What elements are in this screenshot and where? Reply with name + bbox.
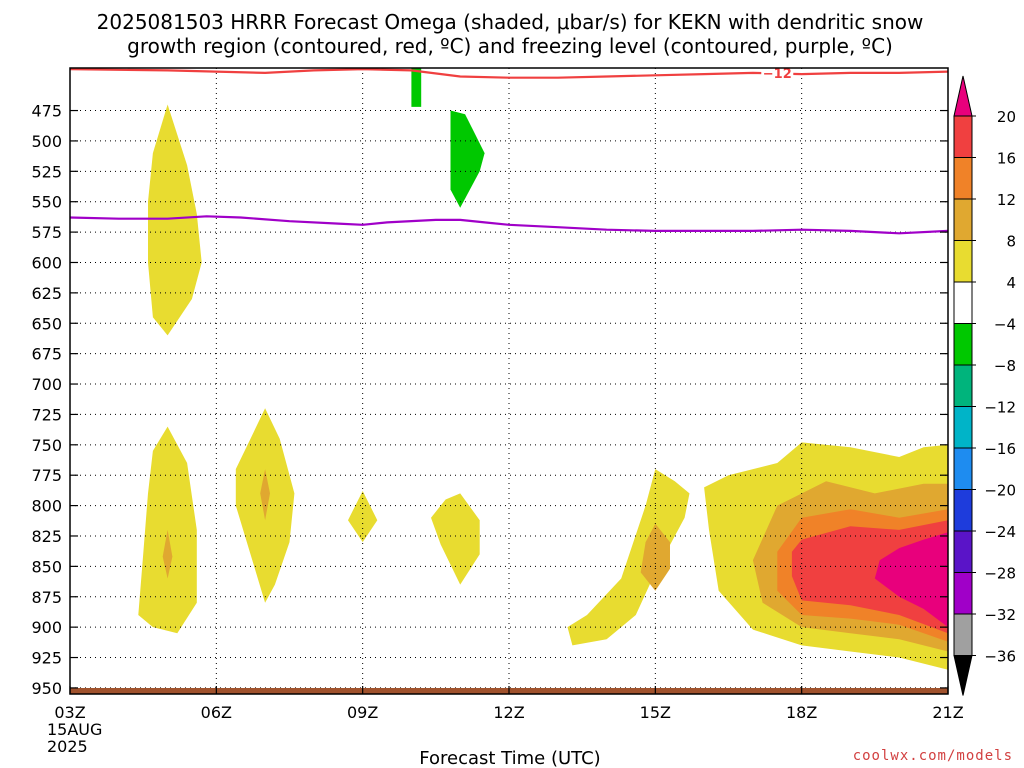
y-tick-label-11: 750 <box>31 436 62 455</box>
x-tick-label-4: 15Z <box>640 703 671 722</box>
colorbar-label-13: −36 <box>984 648 1016 666</box>
y-tick-label-15: 850 <box>31 557 62 576</box>
omega-region-0 <box>148 104 202 336</box>
colorbar-label-10: −24 <box>984 523 1016 541</box>
y-tick-label-6: 625 <box>31 284 62 303</box>
y-tick-label-16: 875 <box>31 588 62 607</box>
colorbar-label-11: −28 <box>984 565 1016 583</box>
colorbar-label-5: −4 <box>994 316 1016 334</box>
x-tick-label-1: 06Z <box>201 703 232 722</box>
omega-region-2 <box>450 110 485 208</box>
omega-region-6 <box>260 469 270 521</box>
x-start-date-year: 2025 <box>47 737 88 756</box>
colorbar-label-4: 4 <box>1006 274 1016 292</box>
x-start-date-day: 15AUG <box>47 720 102 739</box>
contour-label-bg-0 <box>761 65 794 80</box>
colorbar-swatch-9 <box>953 447 973 490</box>
x-axis: 03Z 06Z 09Z 12Z 15Z 18Z 21Z <box>54 686 964 722</box>
colorbar-swatch-1 <box>953 115 973 158</box>
colorbar-swatch-12 <box>953 572 973 615</box>
y-tick-label-10: 725 <box>31 405 62 424</box>
shading-layer <box>138 68 948 670</box>
contour-line-1 <box>69 215 949 235</box>
colorbar-label-9: −20 <box>984 482 1016 500</box>
colorbar-swatch-6 <box>953 323 973 366</box>
omega-region-15 <box>874 532 948 628</box>
omega-region-9 <box>567 469 690 646</box>
y-tick-label-7: 650 <box>31 314 62 333</box>
y-tick-label-12: 775 <box>31 466 62 485</box>
colorbar-bottom-arrow <box>953 655 973 696</box>
y-tick-label-18: 925 <box>31 649 62 668</box>
omega-region-10 <box>640 523 670 591</box>
y-tick-label-2: 525 <box>31 162 62 181</box>
chart-title-line1: 2025081503 HRRR Forecast Omega (shaded, … <box>97 10 924 34</box>
contour-label-0: −12 <box>763 67 792 82</box>
y-tick-label-14: 825 <box>31 527 62 546</box>
contour-line-0 <box>69 68 949 79</box>
colorbar-swatch-10 <box>953 489 973 532</box>
colorbar-label-1: 16 <box>997 150 1016 168</box>
x-tick-label-5: 18Z <box>786 703 817 722</box>
colorbar-label-8: −16 <box>984 440 1016 458</box>
colorbar-label-2: 12 <box>997 191 1016 209</box>
y-tick-label-5: 600 <box>31 253 62 272</box>
y-tick-label-0: 475 <box>31 102 62 121</box>
colorbar-swatch-8 <box>953 406 973 449</box>
colorbar-swatch-5 <box>953 281 973 324</box>
colorbar-label-6: −8 <box>994 357 1016 375</box>
omega-region-7 <box>348 491 378 543</box>
colorbar: 20 16 12 8 4 −4 −8 −12 −16 −20 −24 −28 −32 −36 <box>953 75 1016 696</box>
omega-region-1 <box>411 68 422 107</box>
x-tick-label-0: 03Z <box>54 703 85 722</box>
x-tick-label-6: 21Z <box>932 703 963 722</box>
y-axis: 475 500 525 550 575 600 625 650 675 700 725 750 775 8… <box>31 102 948 698</box>
y-tick-label-4: 575 <box>31 223 62 242</box>
colorbar-label-12: −32 <box>984 606 1016 624</box>
colorbar-swatch-13 <box>953 613 973 656</box>
x-tick-label-2: 09Z <box>347 703 378 722</box>
colorbar-label-3: 8 <box>1006 233 1016 251</box>
colorbar-swatch-3 <box>953 198 973 241</box>
colorbar-label-0: 20 <box>997 108 1016 126</box>
colorbar-swatch-11 <box>953 530 973 573</box>
colorbar-swatch-4 <box>953 240 973 283</box>
y-tick-label-9: 700 <box>31 375 62 394</box>
chart-title-line2: growth region (contoured, red, ºC) and f… <box>127 34 893 58</box>
x-tick-label-3: 12Z <box>493 703 524 722</box>
omega-region-3 <box>138 426 197 634</box>
y-tick-label-13: 800 <box>31 497 62 516</box>
y-tick-label-8: 675 <box>31 345 62 364</box>
colorbar-swatch-7 <box>953 364 973 407</box>
y-tick-label-19: 950 <box>31 679 62 698</box>
y-tick-label-17: 900 <box>31 618 62 637</box>
colorbar-swatch-2 <box>953 157 973 200</box>
x-axis-label: Forecast Time (UTC) <box>419 748 600 768</box>
colorbar-top-arrow <box>953 75 973 117</box>
y-tick-label-1: 500 <box>31 132 62 151</box>
contour-layer: −12 <box>69 65 949 235</box>
omega-region-8 <box>431 493 480 585</box>
y-tick-label-3: 550 <box>31 193 62 212</box>
plot-area: −12 <box>69 65 949 695</box>
credit-text: coolwx.com/models <box>853 748 1013 764</box>
colorbar-label-7: −12 <box>984 399 1016 417</box>
